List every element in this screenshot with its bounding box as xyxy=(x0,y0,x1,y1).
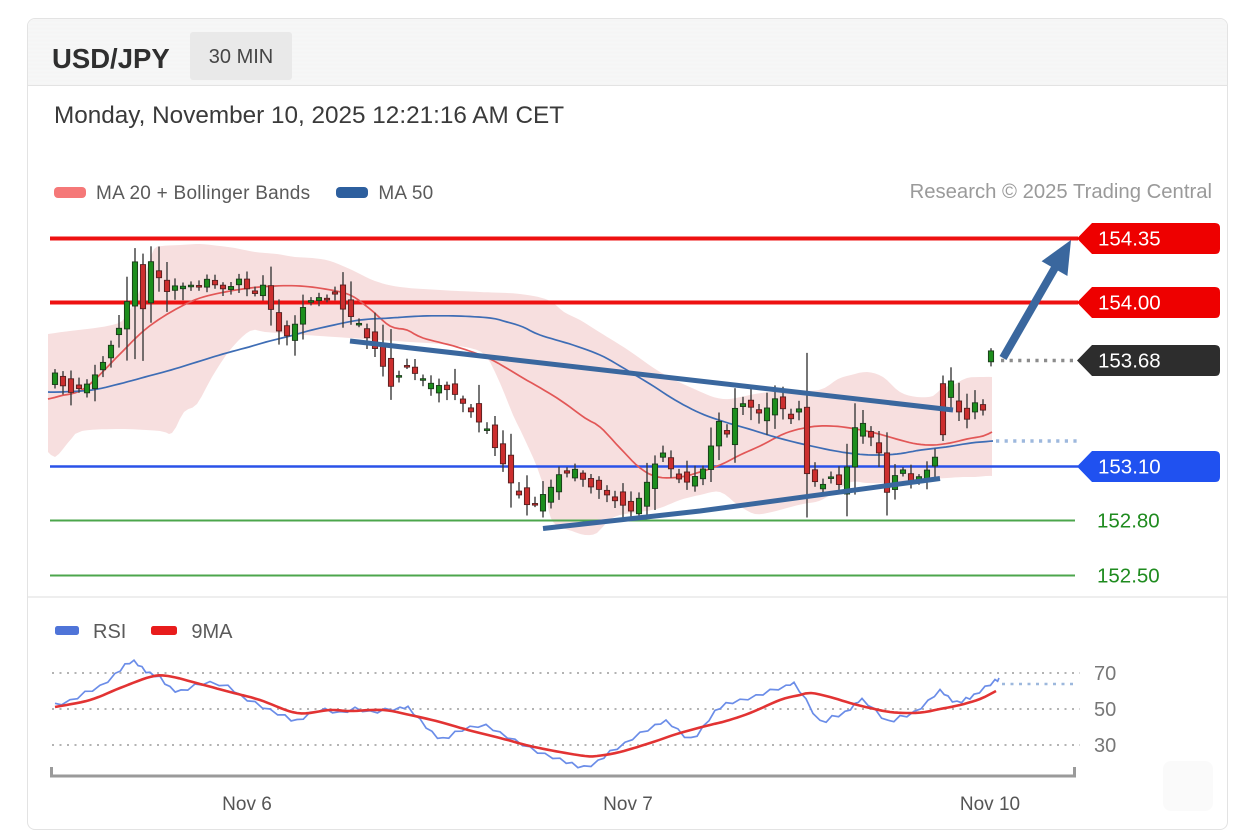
svg-text:70: 70 xyxy=(1094,663,1116,685)
svg-text:Nov 7: Nov 7 xyxy=(603,794,653,815)
svg-text:153.10: 153.10 xyxy=(1098,456,1161,479)
svg-text:154.00: 154.00 xyxy=(1098,292,1161,315)
svg-text:30: 30 xyxy=(1094,735,1116,757)
svg-text:Nov 10: Nov 10 xyxy=(960,794,1020,815)
svg-text:Nov 6: Nov 6 xyxy=(222,794,272,815)
svg-text:152.80: 152.80 xyxy=(1097,510,1160,533)
svg-text:154.35: 154.35 xyxy=(1098,228,1161,251)
svg-text:50: 50 xyxy=(1094,699,1116,721)
svg-text:152.50: 152.50 xyxy=(1097,565,1160,588)
svg-text:153.68: 153.68 xyxy=(1098,350,1161,373)
